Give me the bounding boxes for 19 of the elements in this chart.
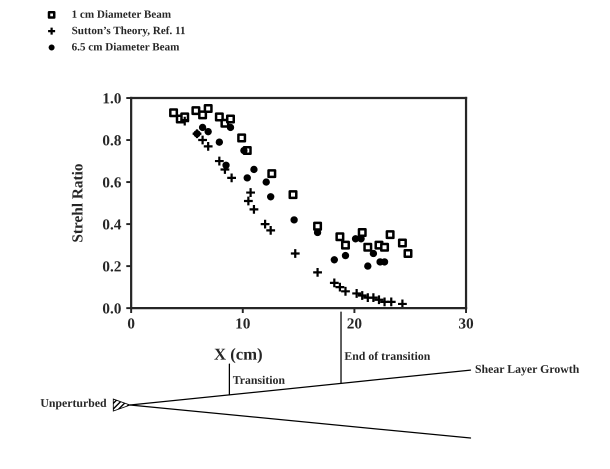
x-axis-title: X (cm) [214,348,262,364]
text: Unperturbed [40,398,106,410]
text: Shear Layer Growth [476,364,580,376]
x-tick-label: 0 [128,318,134,329]
y-tick-label: 0.4 [102,219,122,230]
y-tick-label: 1.0 [104,93,121,104]
y-tick-label: 0.0 [102,303,121,314]
y-axis-title: Strehl Ratio [72,164,83,242]
y-tick-label: 0.8 [102,135,121,146]
y-tick-label: 0.2 [102,261,121,272]
ref-line-label: End of transition [344,352,430,360]
x-tick-label: 20 [347,318,362,329]
x-tick-label: 10 [236,318,250,329]
x-tick-label: 30 [458,318,474,329]
y-tick-label: 0.6 [102,177,121,188]
legend-label: 1 cm Diameter Beam [72,10,171,18]
legend-label: Sutton’s Theory, Ref. 11 [72,26,185,36]
legend-label: 6.5 cm Diameter Beam [72,42,180,51]
ref-line-label: Transition [232,376,285,384]
